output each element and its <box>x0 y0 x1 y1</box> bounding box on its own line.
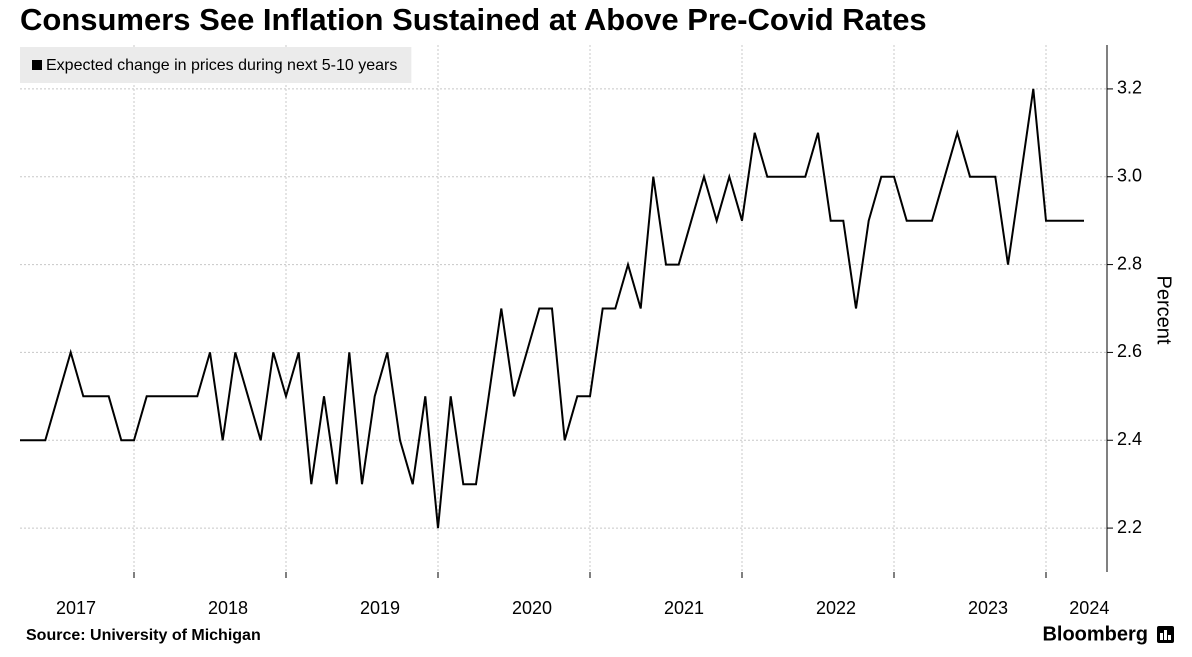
x-tick-label: 2021 <box>664 598 704 618</box>
x-tick-label: 2018 <box>208 598 248 618</box>
legend-swatch <box>32 60 42 70</box>
y-tick-label: 2.2 <box>1117 517 1142 537</box>
brand-icon <box>1157 626 1174 643</box>
legend-box <box>20 47 412 83</box>
x-tick-label: 2020 <box>512 598 552 618</box>
y-tick-label: 2.6 <box>1117 341 1142 361</box>
x-tick-label: 2022 <box>816 598 856 618</box>
y-tick-label: 2.8 <box>1117 253 1142 273</box>
brand: Bloomberg <box>1042 623 1148 645</box>
x-tick-label: 2023 <box>968 598 1008 618</box>
y-tick-label: 2.4 <box>1117 429 1142 449</box>
source: Source: University of Michigan <box>26 627 261 644</box>
x-tick-label: 2019 <box>360 598 400 618</box>
y-axis-title: Percent <box>1153 276 1175 345</box>
y-tick-label: 3.0 <box>1117 166 1142 186</box>
x-tick-label: 2017 <box>56 598 96 618</box>
x-tick-label: 2024 <box>1069 598 1109 618</box>
chart-title: Consumers See Inflation Sustained at Abo… <box>20 2 927 37</box>
legend-label: Expected change in prices during next 5-… <box>46 57 397 74</box>
y-tick-label: 3.2 <box>1117 78 1142 98</box>
line-series <box>20 88 1084 529</box>
